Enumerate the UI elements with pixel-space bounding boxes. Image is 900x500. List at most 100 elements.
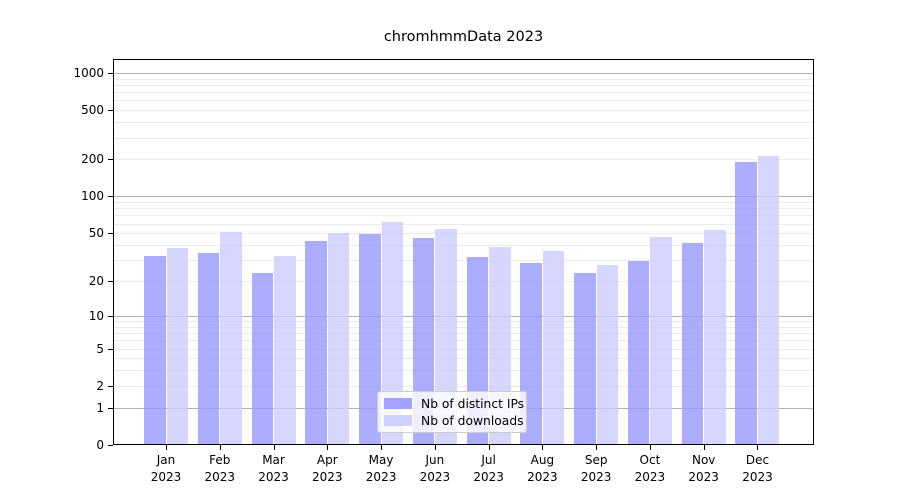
- x-tick-mark-feb-2023: [219, 445, 221, 450]
- x-tick-mark-may-2023: [381, 445, 383, 450]
- gridline-minor-20: [114, 281, 813, 283]
- gridline-minor-80: [114, 208, 813, 210]
- y-tick-mark-1000: [108, 72, 113, 74]
- gridline-minor-8: [114, 326, 813, 328]
- x-tick-mark-aug-2023: [542, 445, 544, 450]
- y-tick-label-5: 5: [96, 341, 104, 356]
- gridline-minor-9: [114, 321, 813, 322]
- bar-distinct-ips-may-2023: [359, 234, 381, 444]
- x-tick-mark-nov-2023: [703, 445, 705, 450]
- y-tick-mark-500: [108, 110, 113, 112]
- bar-distinct-ips-oct-2023: [627, 260, 650, 444]
- gridline-minor-3: [114, 370, 813, 372]
- bar-distinct-ips-jan-2023: [144, 255, 166, 444]
- gridline-minor-7: [114, 333, 813, 335]
- x-tick-label-nov-2023: Nov 2023: [688, 453, 719, 484]
- gridline-minor-400: [114, 122, 813, 124]
- y-tick-label-100: 100: [81, 189, 104, 204]
- gridline-minor-4: [114, 358, 813, 360]
- bar-distinct-ips-nov-2023: [681, 242, 704, 444]
- y-tick-label-50: 50: [88, 226, 104, 241]
- x-tick-label-oct-2023: Oct 2023: [634, 453, 666, 484]
- x-tick-mark-jul-2023: [488, 445, 490, 450]
- bar-downloads-sep-2023: [596, 264, 619, 444]
- x-tick-mark-apr-2023: [327, 445, 329, 450]
- chart-title: chromhmmData 2023: [383, 29, 544, 45]
- x-tick-label-jan-2023: Jan 2023: [150, 453, 182, 484]
- gridline-minor-800: [114, 84, 813, 86]
- legend-label-distinct-ips: Nb of distinct IPs: [421, 396, 525, 411]
- bar-downloads-jun-2023: [435, 229, 457, 444]
- x-tick-label-aug-2023: Aug 2023: [527, 453, 558, 484]
- bar-distinct-ips-dec-2023: [735, 162, 757, 444]
- legend: Nb of distinct IPs Nb of downloads: [377, 391, 527, 433]
- x-tick-mark-sep-2023: [596, 445, 598, 450]
- gridline-major-1000: [114, 72, 813, 74]
- x-tick-label-mar-2023: Mar 2023: [258, 453, 289, 484]
- x-tick-label-jun-2023: Jun 2023: [419, 453, 451, 484]
- y-tick-mark-200: [108, 159, 113, 161]
- legend-item-downloads: Nb of downloads: [384, 412, 524, 429]
- bar-downloads-feb-2023: [220, 232, 242, 444]
- plot-area: [113, 59, 814, 445]
- y-tick-label-10: 10: [88, 308, 104, 323]
- gridline-minor-700: [114, 92, 813, 94]
- y-tick-mark-10: [108, 315, 113, 317]
- x-tick-mark-dec-2023: [757, 445, 759, 450]
- legend-swatch-downloads: [384, 415, 412, 426]
- y-tick-label-1: 1: [96, 400, 104, 415]
- bar-downloads-mar-2023: [274, 255, 296, 444]
- bar-downloads-jan-2023: [166, 248, 188, 444]
- x-tick-label-dec-2023: Dec 2023: [742, 453, 773, 484]
- y-tick-mark-20: [108, 281, 113, 283]
- x-tick-label-jul-2023: Jul 2023: [473, 453, 504, 484]
- x-tick-label-feb-2023: Feb 2023: [204, 453, 236, 484]
- x-tick-label-may-2023: May 2023: [365, 453, 397, 484]
- bar-distinct-ips-sep-2023: [574, 272, 596, 444]
- gridline-minor-600: [114, 100, 813, 102]
- y-tick-label-0: 0: [96, 438, 104, 452]
- x-tick-mark-mar-2023: [273, 445, 275, 450]
- y-tick-mark-0: [108, 445, 113, 446]
- legend-label-downloads: Nb of downloads: [421, 413, 524, 428]
- bar-downloads-aug-2023: [542, 251, 565, 444]
- x-tick-mark-oct-2023: [649, 445, 651, 450]
- y-tick-mark-50: [108, 233, 113, 235]
- gridline-major-10: [114, 315, 813, 317]
- bar-distinct-ips-apr-2023: [305, 241, 327, 444]
- y-tick-label-200: 200: [81, 152, 104, 167]
- y-tick-label-20: 20: [88, 274, 104, 289]
- y-tick-mark-100: [108, 196, 113, 198]
- gridline-major-100: [114, 196, 813, 198]
- gridline-minor-70: [114, 215, 813, 217]
- y-tick-mark-5: [108, 348, 113, 350]
- y-tick-mark-2: [108, 385, 113, 387]
- gridline-minor-90: [114, 202, 813, 204]
- gridline-minor-500: [114, 110, 813, 112]
- y-tick-label-500: 500: [81, 103, 104, 118]
- x-tick-mark-jan-2023: [166, 445, 167, 450]
- gridline-minor-2: [114, 385, 813, 387]
- gridline-minor-30: [114, 260, 813, 262]
- y-tick-mark-1: [108, 407, 113, 409]
- gridline-minor-40: [114, 245, 813, 246]
- gridline-minor-6: [114, 340, 813, 342]
- bar-downloads-dec-2023: [757, 156, 780, 444]
- gridline-minor-60: [114, 223, 813, 225]
- y-tick-label-2: 2: [96, 378, 104, 393]
- y-tick-label-1000: 1000: [73, 65, 104, 80]
- x-tick-label-sep-2023: Sep 2023: [580, 453, 612, 484]
- gridline-minor-900: [114, 78, 813, 80]
- bar-downloads-apr-2023: [327, 233, 350, 444]
- legend-item-distinct-ips: Nb of distinct IPs: [384, 395, 524, 412]
- gridline-minor-200: [114, 159, 813, 161]
- gridline-minor-5: [114, 348, 813, 350]
- x-tick-mark-jun-2023: [434, 445, 436, 450]
- bar-downloads-may-2023: [381, 221, 404, 444]
- bar-downloads-oct-2023: [650, 236, 672, 444]
- legend-swatch-distinct-ips: [384, 398, 412, 409]
- x-tick-label-apr-2023: Apr 2023: [312, 453, 343, 484]
- gridline-minor-300: [114, 137, 813, 139]
- gridline-minor-50: [114, 233, 813, 235]
